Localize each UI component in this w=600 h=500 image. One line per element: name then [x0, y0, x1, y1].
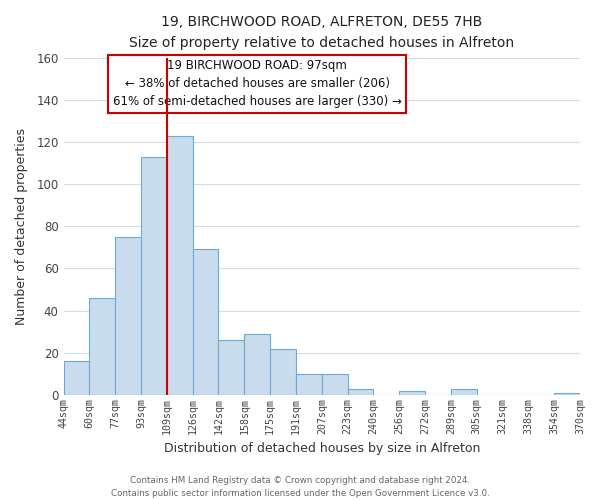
Text: Contains HM Land Registry data © Crown copyright and database right 2024.
Contai: Contains HM Land Registry data © Crown c…: [110, 476, 490, 498]
Bar: [244, 334, 270, 395]
Text: 19 BIRCHWOOD ROAD: 97sqm
← 38% of detached houses are smaller (206)
61% of semi-: 19 BIRCHWOOD ROAD: 97sqm ← 38% of detach…: [113, 60, 401, 108]
Bar: [115, 237, 141, 395]
Bar: [89, 298, 115, 395]
Bar: [296, 374, 322, 395]
X-axis label: Distribution of detached houses by size in Alfreton: Distribution of detached houses by size …: [164, 442, 480, 455]
Bar: [141, 157, 167, 395]
Bar: [347, 388, 373, 395]
Bar: [193, 250, 218, 395]
Bar: [399, 390, 425, 395]
Bar: [554, 393, 580, 395]
Bar: [270, 348, 296, 395]
Bar: [64, 361, 89, 395]
Bar: [218, 340, 244, 395]
Bar: [167, 136, 193, 395]
Title: 19, BIRCHWOOD ROAD, ALFRETON, DE55 7HB
Size of property relative to detached hou: 19, BIRCHWOOD ROAD, ALFRETON, DE55 7HB S…: [129, 15, 514, 50]
Bar: [322, 374, 347, 395]
Bar: [451, 388, 477, 395]
Y-axis label: Number of detached properties: Number of detached properties: [15, 128, 28, 325]
